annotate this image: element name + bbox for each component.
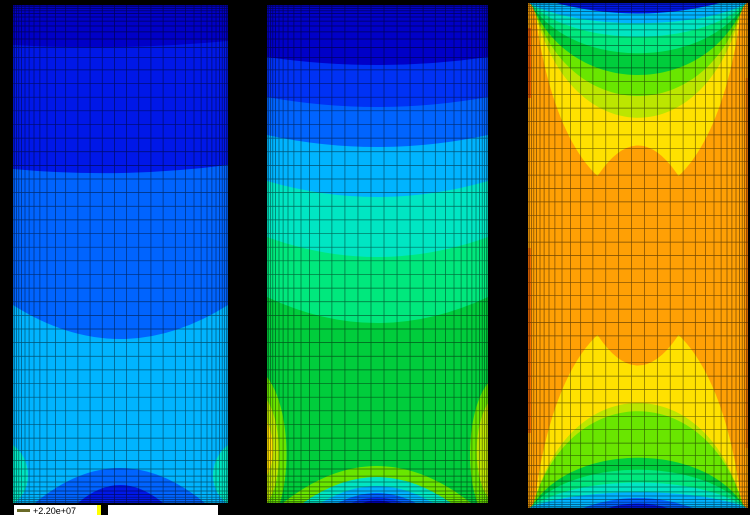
- contour-legend-box: +2.20e+07: [14, 505, 97, 515]
- contour-panel-right-canvas: [528, 3, 748, 508]
- fe-mesh-grid: [528, 3, 748, 508]
- contour-bands-left: [13, 5, 228, 503]
- contour-panel-left-canvas: [13, 5, 228, 503]
- fe-mesh-grid: [13, 5, 228, 503]
- legend-max-value: +2.20e+07: [33, 506, 77, 515]
- contour-panel-left: [13, 5, 228, 503]
- fe-mesh-grid: [267, 5, 488, 503]
- contour-panel-middle: [267, 5, 488, 503]
- legend-color-swatch: [17, 509, 30, 512]
- contour-bands-middle: [267, 5, 488, 503]
- contour-panel-right: [528, 3, 748, 508]
- contour-panel-middle-canvas: [267, 5, 488, 503]
- legend-accent-line: [97, 505, 101, 515]
- legend-title-box: [108, 505, 218, 515]
